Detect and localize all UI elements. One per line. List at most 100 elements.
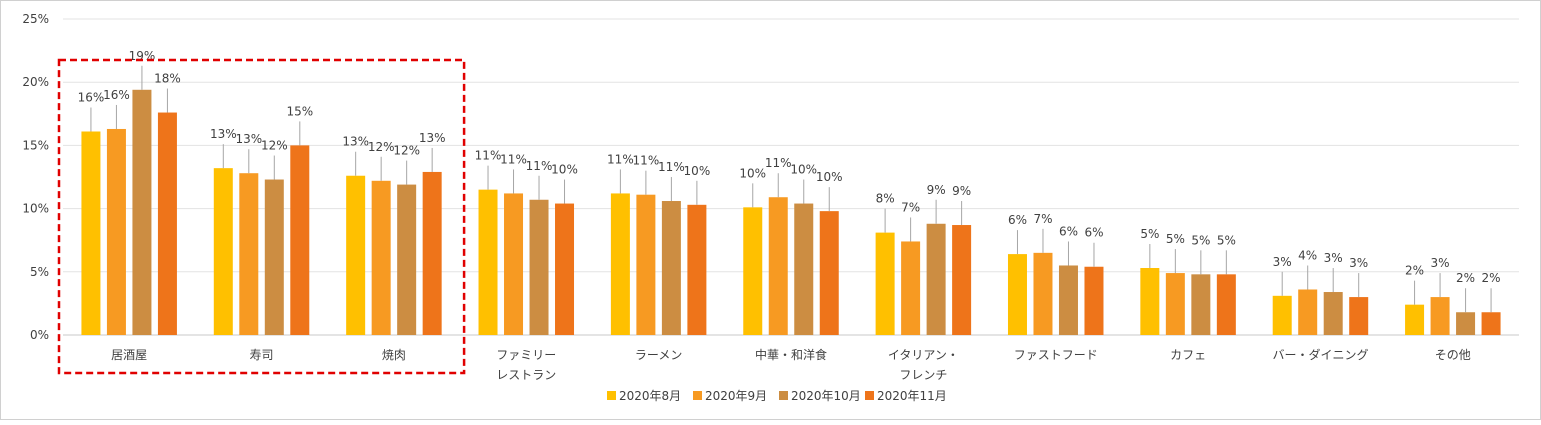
bar xyxy=(875,232,895,335)
legend-label: 2020年10月 xyxy=(791,389,861,403)
bar xyxy=(661,201,681,335)
data-label: 10% xyxy=(739,166,766,180)
legend-swatch xyxy=(779,391,788,400)
bar xyxy=(132,89,152,335)
y-tick-label: 25% xyxy=(22,12,49,26)
bar xyxy=(1405,304,1425,335)
category-label: 寿司 xyxy=(250,348,274,362)
bar xyxy=(106,128,126,335)
bar xyxy=(1456,312,1476,335)
data-label: 11% xyxy=(475,149,502,163)
bar xyxy=(478,189,498,335)
data-label: 3% xyxy=(1349,256,1368,270)
data-label: 7% xyxy=(901,200,920,214)
data-label: 12% xyxy=(261,139,288,153)
bar xyxy=(397,184,417,335)
legend-swatch xyxy=(607,391,616,400)
bar xyxy=(636,194,656,335)
category-label: ファストフード xyxy=(1014,348,1098,362)
data-label: 3% xyxy=(1431,256,1450,270)
category-label: その他 xyxy=(1435,348,1471,362)
bar xyxy=(952,225,972,335)
data-label: 13% xyxy=(235,132,262,146)
category-label: ファミリーレストラン xyxy=(496,348,556,382)
data-label: 3% xyxy=(1324,251,1343,265)
data-label: 11% xyxy=(526,159,553,173)
data-label: 18% xyxy=(154,72,181,86)
category-label: カフェ xyxy=(1170,348,1206,362)
data-label: 13% xyxy=(342,135,369,149)
bar xyxy=(687,204,707,335)
bar xyxy=(1033,252,1053,335)
bar xyxy=(794,203,814,335)
data-label: 9% xyxy=(952,184,971,198)
data-label: 11% xyxy=(658,160,685,174)
data-label: 10% xyxy=(684,164,711,178)
data-label: 4% xyxy=(1298,248,1317,262)
data-label: 6% xyxy=(1059,224,1078,238)
bar xyxy=(555,203,575,335)
legend-label: 2020年9月 xyxy=(705,389,767,403)
data-label: 11% xyxy=(765,156,792,170)
data-label: 10% xyxy=(790,163,817,177)
bar xyxy=(371,180,391,335)
y-tick-label: 0% xyxy=(30,328,49,342)
data-label: 8% xyxy=(876,192,895,206)
y-tick-label: 15% xyxy=(22,138,49,152)
bar xyxy=(1272,295,1292,335)
legend-label: 2020年11月 xyxy=(877,389,947,403)
data-label: 16% xyxy=(103,88,130,102)
data-label: 6% xyxy=(1008,213,1027,227)
bar xyxy=(926,223,946,335)
highlight-box xyxy=(57,58,466,375)
data-label: 15% xyxy=(286,104,313,118)
bar xyxy=(213,168,233,335)
category-label: バー・ダイニング xyxy=(1272,347,1368,362)
bar xyxy=(504,193,524,335)
bar xyxy=(1481,312,1501,335)
y-tick-label: 10% xyxy=(22,202,49,216)
data-label: 13% xyxy=(419,131,446,145)
bar xyxy=(81,131,101,335)
data-label: 11% xyxy=(633,154,660,168)
category-label: 焼肉 xyxy=(382,348,406,362)
bar xyxy=(768,197,788,335)
bar xyxy=(290,145,310,335)
bar xyxy=(1165,273,1185,335)
data-label: 5% xyxy=(1140,227,1159,241)
data-label: 16% xyxy=(78,90,105,104)
data-label: 5% xyxy=(1191,233,1210,247)
bar xyxy=(422,171,442,335)
y-tick-label: 5% xyxy=(30,265,49,279)
data-label: 10% xyxy=(816,170,843,184)
bar xyxy=(239,173,259,335)
category-label: イタリアン・フレンチ xyxy=(888,348,959,382)
bar xyxy=(1323,292,1343,335)
legend-swatch xyxy=(865,391,874,400)
bar xyxy=(157,112,177,335)
data-label: 12% xyxy=(368,140,395,154)
bar xyxy=(1140,268,1160,335)
bar xyxy=(1058,265,1078,335)
data-label: 10% xyxy=(551,163,578,177)
data-label: 6% xyxy=(1084,226,1103,240)
data-label: 9% xyxy=(927,183,946,197)
y-tick-label: 20% xyxy=(22,75,49,89)
bar xyxy=(264,179,284,335)
bar xyxy=(1191,274,1211,335)
data-label: 12% xyxy=(393,144,420,158)
bar xyxy=(743,207,763,335)
bar xyxy=(1349,297,1369,335)
bar xyxy=(819,211,839,335)
data-label: 11% xyxy=(607,152,634,166)
bar xyxy=(610,193,630,335)
data-label: 5% xyxy=(1166,232,1185,246)
data-label: 2% xyxy=(1405,264,1424,278)
bar xyxy=(1007,254,1027,335)
category-label: 中華・和洋食 xyxy=(755,347,827,362)
bar xyxy=(901,241,921,335)
data-label: 3% xyxy=(1273,255,1292,269)
data-label: 7% xyxy=(1033,212,1052,226)
